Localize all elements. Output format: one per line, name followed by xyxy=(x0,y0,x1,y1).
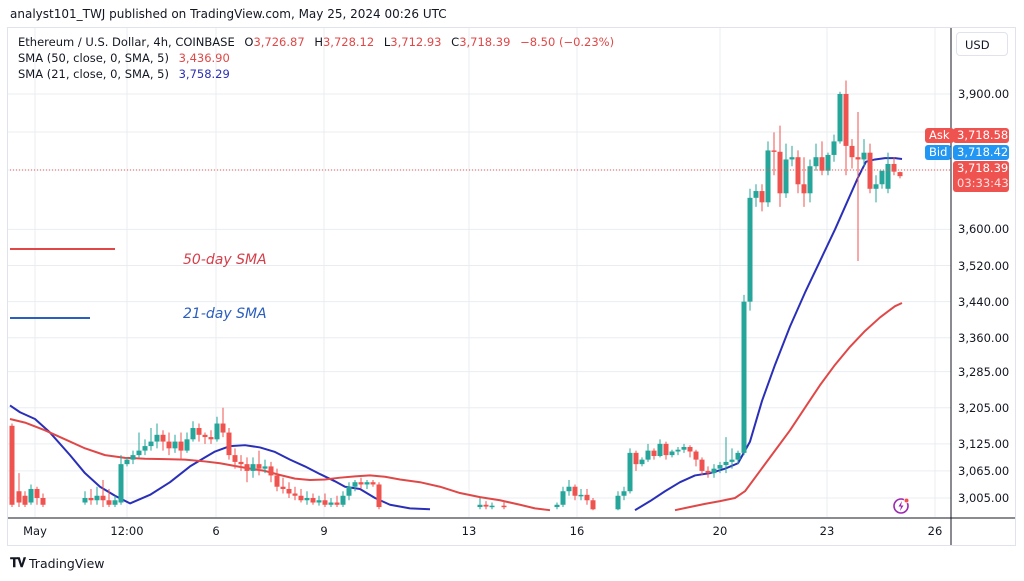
time-tick-label: May xyxy=(23,524,47,538)
sma21-value: 3,758.29 xyxy=(178,67,230,81)
price-tick-label: 3,005.00 xyxy=(958,491,1010,505)
time-tick-label: 6 xyxy=(212,524,220,538)
sma-lines xyxy=(9,157,903,512)
time-tick-label: 9 xyxy=(320,524,328,538)
price-tick-label: 3,440.00 xyxy=(958,294,1010,309)
bid-value-tag: 3,718.42 xyxy=(953,145,1009,160)
close-value: 3,718.39 xyxy=(459,35,511,49)
sma-legend-swatches xyxy=(10,248,115,319)
chart-legend: Ethereum / U.S. Dollar, 4h, COINBASE O3,… xyxy=(18,34,614,82)
sma21-legend-row[interactable]: SMA (21, close, 0, SMA, 5) 3,758.29 xyxy=(18,66,614,82)
time-tick-label: 26 xyxy=(927,524,943,538)
tradingview-mark-icon: 𝐓𝐕 xyxy=(10,556,26,571)
open-value: 3,726.87 xyxy=(253,35,305,49)
bar-countdown: 03:33:43 xyxy=(957,176,1009,190)
currency-button[interactable]: USD xyxy=(956,32,1008,56)
sma50-annotation: 50-day SMA xyxy=(183,252,267,268)
brand-name: TradingView xyxy=(29,556,105,571)
price-tick-label: 3,125.00 xyxy=(958,436,1010,451)
time-tick-label: 12:00 xyxy=(110,524,144,538)
time-tick-label: 20 xyxy=(712,524,728,538)
symbol-row[interactable]: Ethereum / U.S. Dollar, 4h, COINBASE O3,… xyxy=(18,35,615,49)
sma50-value: 3,436.90 xyxy=(178,51,230,65)
tradingview-logo[interactable]: 𝐓𝐕 TradingView xyxy=(10,556,105,571)
price-tick-label: 3,520.00 xyxy=(958,258,1010,273)
candlesticks xyxy=(9,80,903,511)
price-tick-label: 3,360.00 xyxy=(958,330,1010,345)
sma50-label: SMA (50, close, 0, SMA, 5) xyxy=(18,51,169,65)
sma50-legend-row[interactable]: SMA (50, close, 0, SMA, 5) 3,436.90 xyxy=(18,50,614,66)
time-tick-label: 23 xyxy=(819,524,835,538)
ask-label: Ask xyxy=(925,128,954,143)
change-value: −8.50 (−0.23%) xyxy=(520,35,615,49)
last-price-value: 3,718.39 xyxy=(957,161,1009,175)
last-price-tag: 3,718.39 03:33:43 xyxy=(953,161,1009,192)
bid-label: Bid xyxy=(925,145,952,160)
sma21-label: SMA (21, close, 0, SMA, 5) xyxy=(18,67,169,81)
price-tick-label: 3,600.00 xyxy=(958,222,1010,237)
flash-alert-icon[interactable] xyxy=(891,496,911,516)
time-tick-label: 16 xyxy=(569,524,585,538)
symbol-title: Ethereum / U.S. Dollar, 4h, COINBASE xyxy=(18,35,235,49)
low-value: 3,712.93 xyxy=(390,35,442,49)
price-tick-label: 3,065.00 xyxy=(958,463,1010,478)
time-tick-label: 13 xyxy=(461,524,477,538)
chart-grid xyxy=(8,28,951,517)
ask-value-tag: 3,718.58 xyxy=(953,128,1009,143)
price-tick-label: 3,285.00 xyxy=(958,364,1010,379)
publisher-line: analyst101_TWJ published on TradingView.… xyxy=(10,7,447,21)
price-tick-label: 3,900.00 xyxy=(958,87,1010,101)
sma21-annotation: 21-day SMA xyxy=(183,306,267,322)
price-tick-label: 3,205.00 xyxy=(958,400,1010,415)
high-value: 3,728.12 xyxy=(322,35,375,49)
